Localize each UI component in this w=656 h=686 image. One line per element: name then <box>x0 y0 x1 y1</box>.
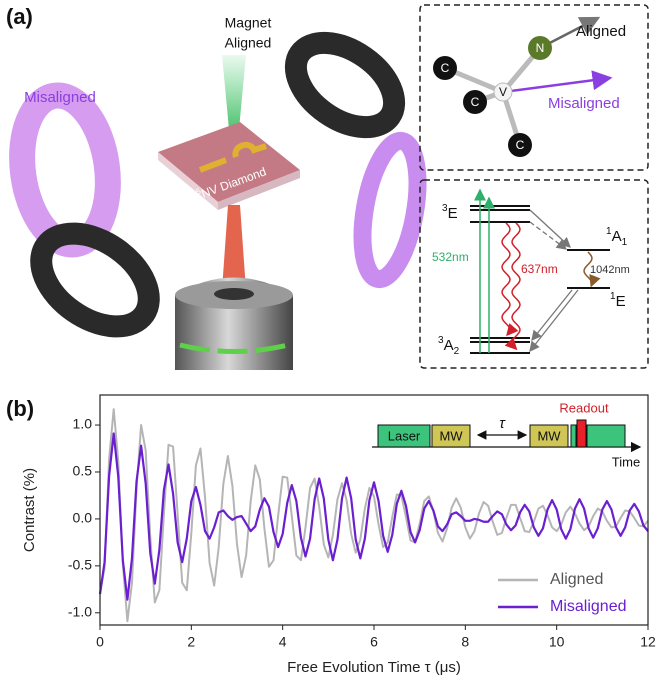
wavelength-label: 1042nm <box>590 264 630 276</box>
panel-label: (b) <box>6 396 34 421</box>
objective-lens <box>214 288 254 300</box>
x-tick-label: 10 <box>549 634 565 650</box>
illustration <box>13 26 427 370</box>
time-label: Time <box>612 454 640 469</box>
legend-label: Misaligned <box>550 598 626 615</box>
atom-label: C <box>441 61 450 75</box>
mw-label: MW <box>537 428 561 443</box>
magnet-label: Aligned <box>225 35 272 51</box>
emission-arrow <box>512 223 520 349</box>
wavelength-label: 637nm <box>521 262 558 276</box>
level-label: 1E <box>610 291 626 310</box>
label-text: E <box>448 205 458 222</box>
label-text: A <box>444 337 454 354</box>
misaligned-axis <box>503 78 610 92</box>
level-label: 3A2 <box>438 335 460 357</box>
y-axis-label: Contrast (%) <box>21 468 38 552</box>
aligned-magnet <box>24 214 166 345</box>
x-tick-label: 8 <box>461 634 469 650</box>
readout-label: Readout <box>559 400 609 415</box>
level-label: 1A1 <box>606 226 628 248</box>
label-text: E <box>616 293 626 310</box>
wavelength-label: 532nm <box>432 250 469 264</box>
label-text: A <box>612 228 622 245</box>
aligned-magnet <box>280 26 409 145</box>
level-label: 3E <box>442 203 458 222</box>
panel-label: (a) <box>6 4 33 29</box>
subscript: 1 <box>622 237 628 248</box>
misaligned-label: Misaligned <box>548 95 620 112</box>
x-axis-label: Free Evolution Time τ (μs) <box>287 659 461 676</box>
tau-label: τ <box>499 415 506 432</box>
misaligned-label: Misaligned <box>24 89 96 106</box>
figure: (a) Magnet Aligned Misaligned 15NV Diamo… <box>0 0 656 686</box>
x-tick-label: 12 <box>640 634 656 650</box>
y-tick-label: -0.5 <box>68 557 92 573</box>
x-tick-label: 6 <box>370 634 378 650</box>
x-tick-label: 2 <box>187 634 195 650</box>
mw-label: MW <box>439 428 463 443</box>
subscript: 2 <box>454 346 460 357</box>
atom-label: N <box>536 41 545 55</box>
laser-pulse <box>587 425 625 447</box>
atom-label: C <box>471 95 480 109</box>
misaligned-magnet <box>353 137 427 284</box>
isc-arrow <box>532 290 572 340</box>
laser-pulse <box>571 425 576 447</box>
y-tick-label: -1.0 <box>68 603 92 619</box>
fluorescence <box>222 205 246 290</box>
isc-arrow <box>530 290 578 351</box>
isc-arrow <box>530 210 570 247</box>
x-tick-label: 4 <box>279 634 287 650</box>
y-tick-label: 0.5 <box>73 463 93 479</box>
emission-arrow <box>502 223 510 335</box>
x-tick-label: 0 <box>96 634 104 650</box>
atom-label: C <box>516 138 525 152</box>
aligned-label: Aligned <box>576 23 626 40</box>
atom-label: V <box>499 85 507 99</box>
magnet-label: Magnet <box>225 15 272 31</box>
laser-label: Laser <box>388 428 421 443</box>
legend-label: Aligned <box>550 571 603 588</box>
y-tick-label: 1.0 <box>73 416 93 432</box>
readout-pulse <box>577 420 586 447</box>
y-tick-label: 0.0 <box>73 510 93 526</box>
